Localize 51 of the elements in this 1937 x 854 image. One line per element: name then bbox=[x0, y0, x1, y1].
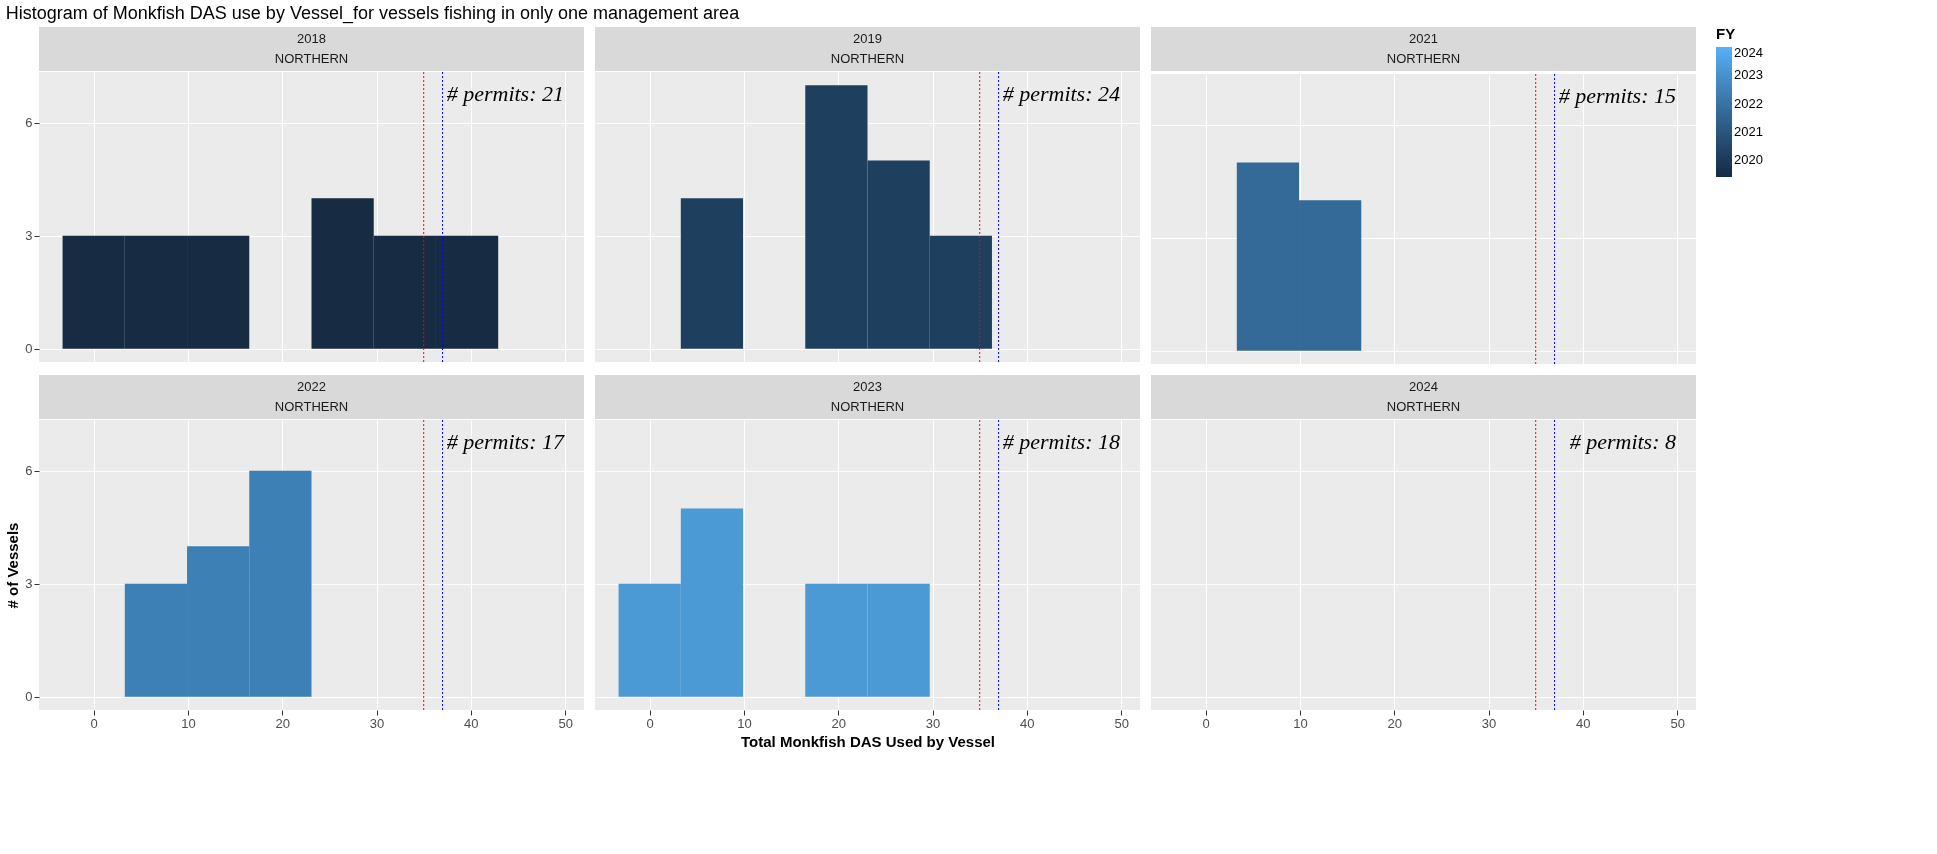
y-tick-label: 6 bbox=[25, 115, 33, 131]
x-tick-label: 20 bbox=[275, 715, 290, 731]
chart-subtitle: NORTHERN bbox=[1386, 399, 1461, 414]
x-tick-label: 20 bbox=[1387, 715, 1402, 731]
annotation: # permits: 17 bbox=[446, 429, 565, 454]
y-axis-title: # of Vessels bbox=[4, 522, 22, 609]
x-tick-label: 50 bbox=[1670, 715, 1685, 731]
annotation: # permits: 18 bbox=[1002, 429, 1120, 454]
annotation: # permits: 21 bbox=[446, 81, 564, 106]
y-tick-label: 6 bbox=[25, 463, 33, 479]
x-tick-label: 30 bbox=[369, 715, 385, 731]
x-tick-label: 10 bbox=[737, 715, 752, 731]
y-tick-label: 0 bbox=[25, 341, 33, 357]
annotation: # permits: 24 bbox=[1002, 81, 1120, 106]
chart-subtitle: NORTHERN bbox=[1386, 51, 1461, 66]
x-axis-title: Total Monkfish DAS Used by Vessel bbox=[741, 732, 995, 750]
color-bar-title: FY bbox=[1716, 25, 1736, 42]
chart-subtitle: NORTHERN bbox=[830, 51, 905, 66]
chart-title: 2019 bbox=[853, 31, 882, 46]
chart-title: 2023 bbox=[853, 379, 882, 394]
text: Histogram of Monkfish DAS use by Vessel_for vessels fishing in only one management area bbox=[5, 3, 741, 24]
chart-subtitle: NORTHERN bbox=[274, 51, 349, 66]
x-tick-label: 0 bbox=[90, 715, 98, 731]
x-tick-label: 40 bbox=[464, 715, 479, 731]
x-tick-label: 0 bbox=[1202, 715, 1210, 731]
x-tick-label: 50 bbox=[558, 715, 573, 731]
x-tick-label: 10 bbox=[1293, 715, 1308, 731]
chart-title: 2024 bbox=[1409, 379, 1438, 394]
x-tick-label: 0 bbox=[646, 715, 654, 731]
chart-title: 2022 bbox=[297, 379, 326, 394]
color-bar-label: 2022 bbox=[1734, 95, 1763, 111]
color-bar-label: 2024 bbox=[1734, 45, 1763, 60]
y-tick-label: 3 bbox=[25, 228, 33, 244]
chart-subtitle: NORTHERN bbox=[830, 399, 905, 414]
color-bar-label: 2020 bbox=[1734, 152, 1763, 168]
color-bar-label: 2023 bbox=[1734, 67, 1763, 83]
chart-subtitle: NORTHERN bbox=[274, 399, 349, 414]
x-tick-label: 30 bbox=[925, 715, 941, 731]
annotation: # permits: 15 bbox=[1558, 83, 1676, 108]
x-tick-label: 40 bbox=[1576, 715, 1591, 731]
color-bar-label: 2021 bbox=[1734, 123, 1763, 139]
x-tick-label: 50 bbox=[1114, 715, 1129, 731]
chart-title: 2021 bbox=[1409, 31, 1438, 46]
x-tick-label: 10 bbox=[181, 715, 196, 731]
x-tick-label: 30 bbox=[1481, 715, 1497, 731]
y-tick-label: 3 bbox=[25, 576, 33, 592]
x-tick-label: 40 bbox=[1020, 715, 1035, 731]
annotation: # permits: 8 bbox=[1569, 429, 1676, 454]
y-tick-label: 0 bbox=[25, 689, 33, 705]
x-tick-label: 20 bbox=[831, 715, 846, 731]
chart-title: 2018 bbox=[297, 31, 326, 46]
